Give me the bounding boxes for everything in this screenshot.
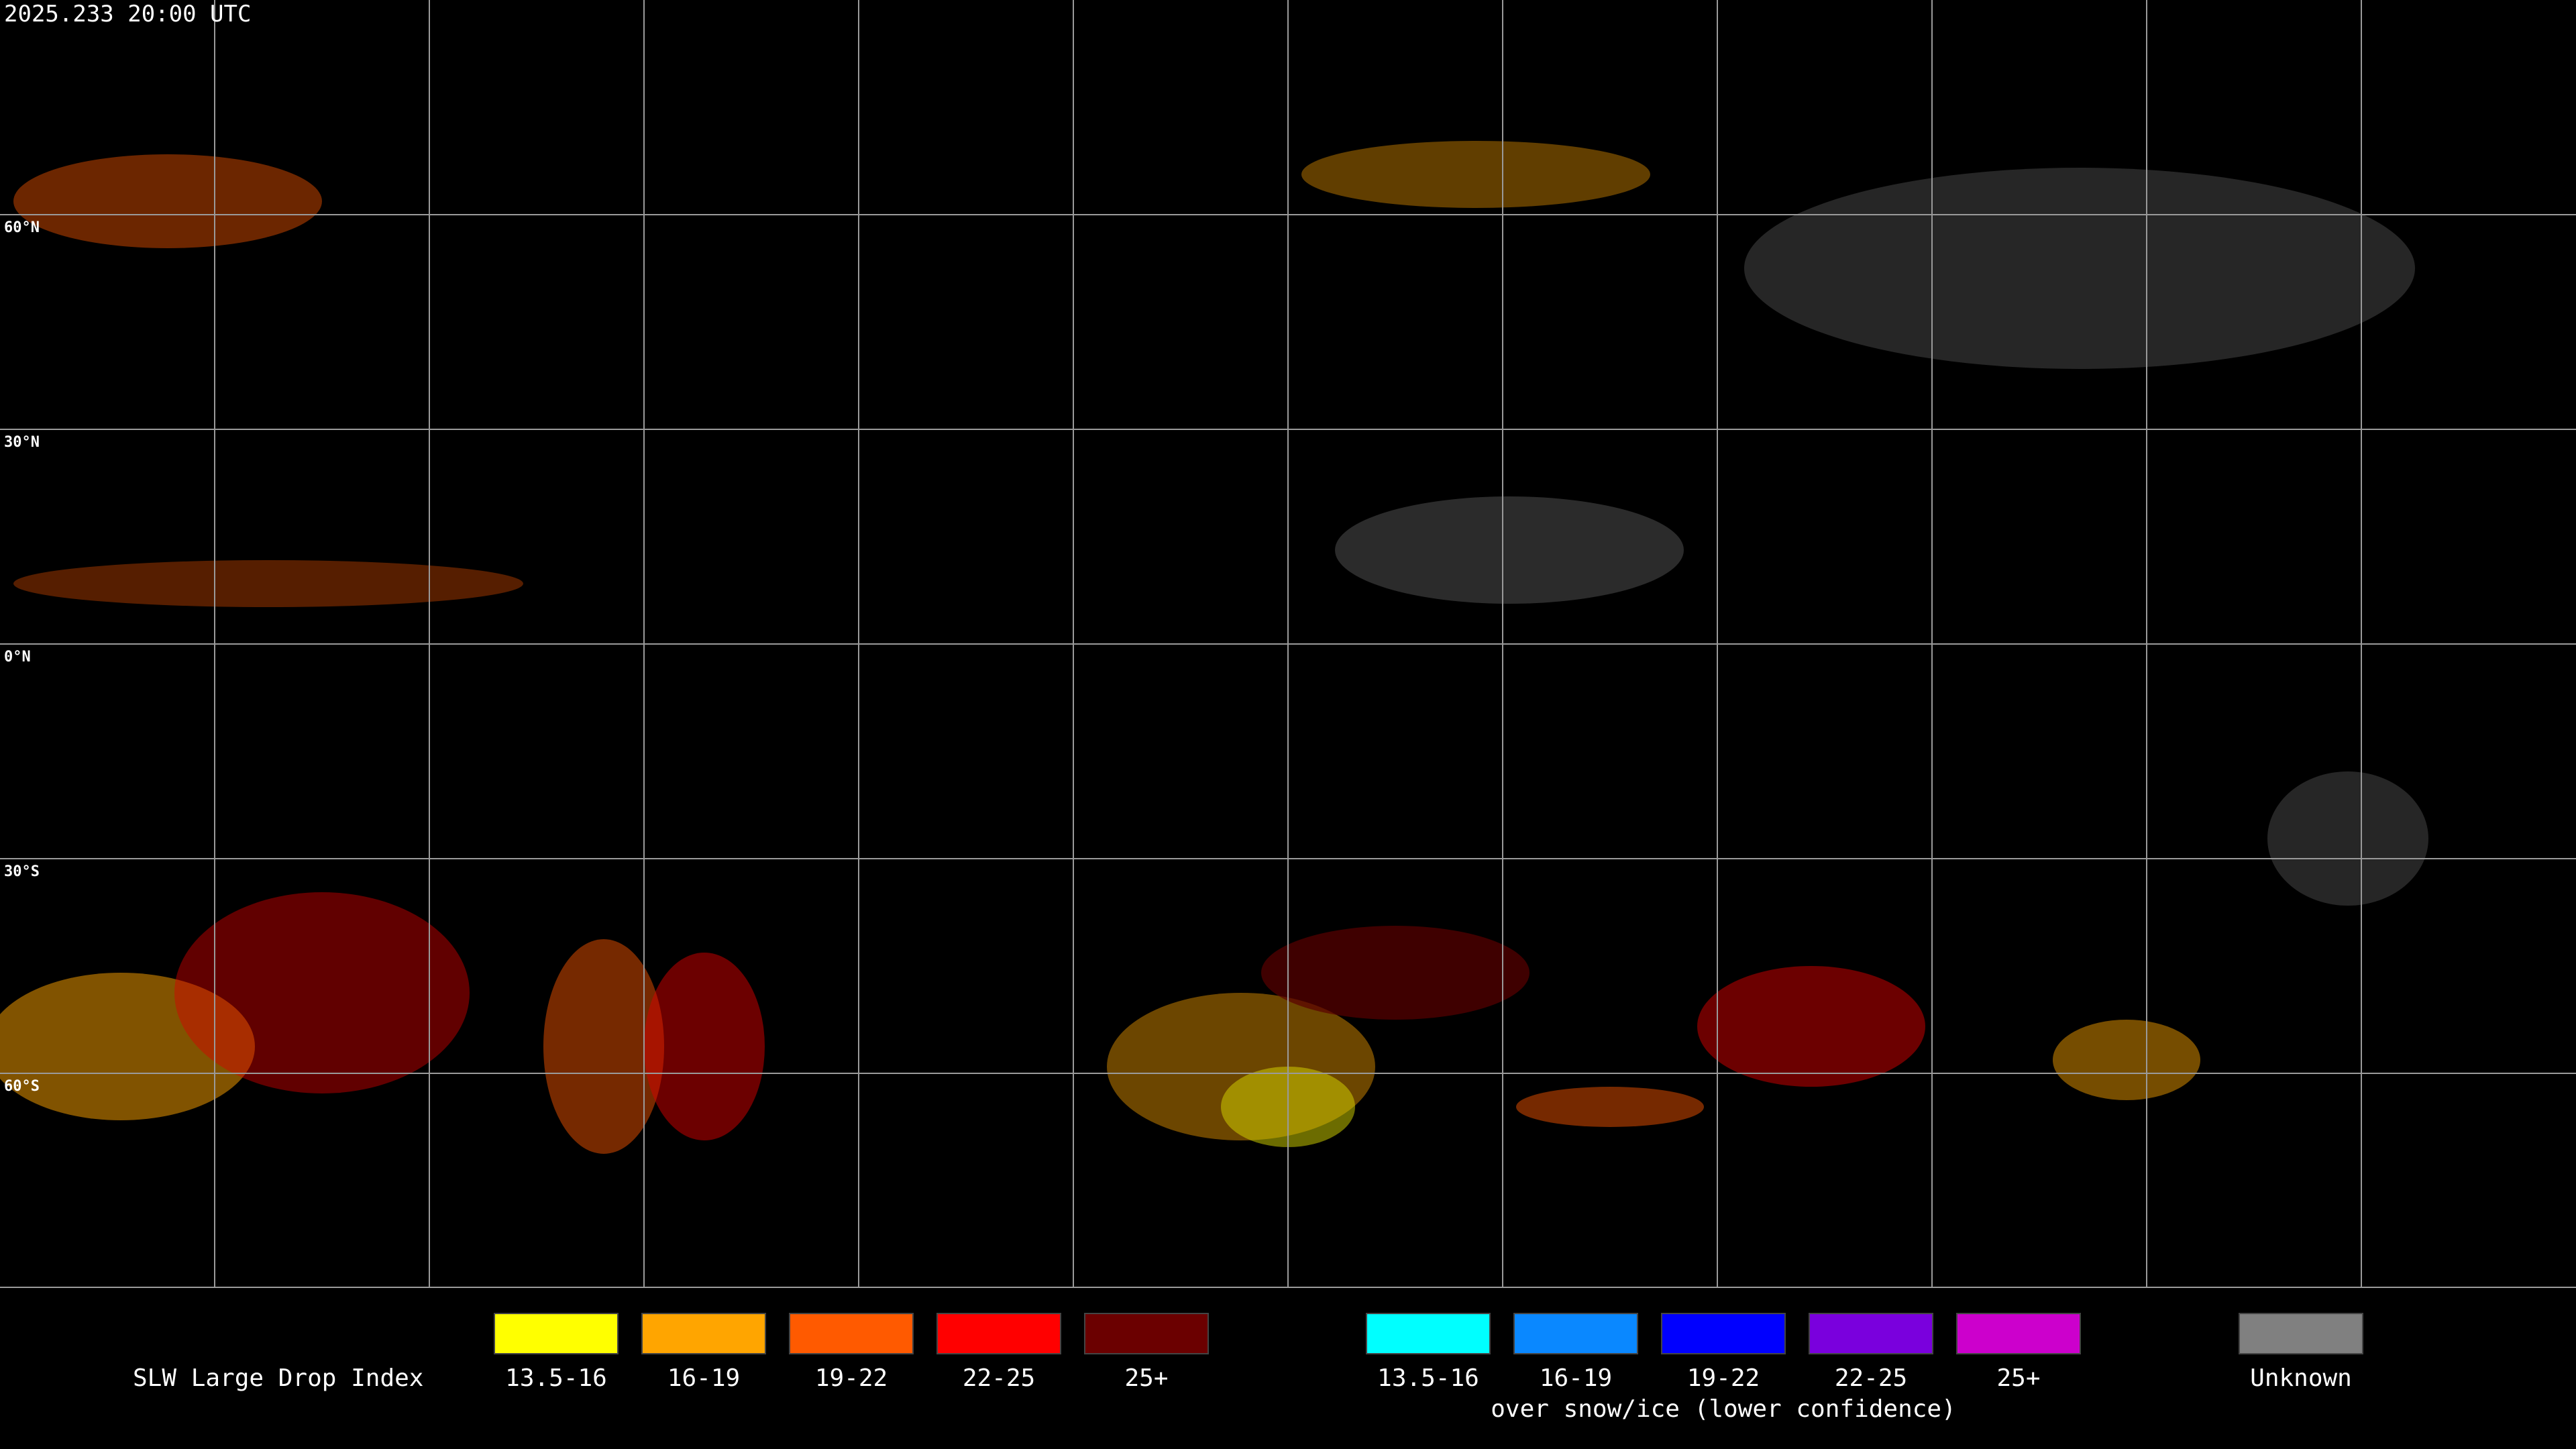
graticule (0, 0, 2576, 1287)
cloud-patch (1301, 141, 1650, 208)
cloud-patch (644, 953, 765, 1140)
cloud-field (0, 141, 2428, 1154)
cloud-patch (2053, 1020, 2200, 1100)
legend-swatch (1956, 1313, 2081, 1354)
legend-swatch (1084, 1313, 1209, 1354)
cloud-patch (0, 973, 255, 1120)
legend-swatch (789, 1313, 914, 1354)
legend-swatch (2239, 1313, 2363, 1354)
legend-label: 19-22 (1687, 1364, 1760, 1392)
latitude-labels: 60°N 30°N 0°N 30°S 60°S (4, 219, 40, 1095)
latitude-label: 30°S (4, 863, 40, 880)
legend-label: 13.5-16 (1377, 1364, 1479, 1392)
legend-label: 16-19 (1540, 1364, 1612, 1392)
cloud-patch (543, 939, 664, 1154)
cloud-patch (1697, 966, 1925, 1087)
legend-caption: over snow/ice (lower confidence) (1491, 1395, 1956, 1423)
legend-label: Unknown (2250, 1364, 2352, 1392)
cloud-patch (1516, 1087, 1704, 1127)
cloud-patch (13, 560, 523, 607)
legend-label: 16-19 (667, 1364, 740, 1392)
legend-swatch (494, 1313, 619, 1354)
latitude-label: 0°N (4, 649, 31, 665)
legend-swatch (1661, 1313, 1786, 1354)
legend-swatch (641, 1313, 766, 1354)
legend-swatch (936, 1313, 1061, 1354)
legend-swatch (1366, 1313, 1491, 1354)
cloud-patch (1261, 926, 1529, 1020)
legend-label: 19-22 (815, 1364, 888, 1392)
legend-label: 13.5-16 (505, 1364, 607, 1392)
map-border (0, 1287, 2576, 1288)
latitude-label: 30°N (4, 434, 40, 451)
legend-swatch (1809, 1313, 1933, 1354)
legend-label: 22-25 (963, 1364, 1035, 1392)
cloud-patch (1107, 993, 1375, 1140)
timestamp: 2025.233 20:00 UTC (4, 1, 251, 28)
legend-swatch (1513, 1313, 1638, 1354)
cloud-patch (1335, 496, 1684, 604)
legend-label: 22-25 (1835, 1364, 1907, 1392)
legend-title: SLW Large Drop Index (133, 1364, 423, 1392)
legend-label: 25+ (1124, 1364, 1168, 1392)
cloud-patch (1744, 168, 2415, 369)
legend-label: 25+ (1996, 1364, 2040, 1392)
latitude-label: 60°N (4, 219, 40, 236)
legend: 13.5-16 16-19 19-22 22-25 25+ 13.5-16 16-19 19-… (494, 1313, 2363, 1423)
cloud-patch (174, 892, 470, 1093)
latitude-label: 60°S (4, 1078, 40, 1095)
cloud-patch (13, 154, 322, 248)
cloud-patch (2267, 771, 2428, 906)
